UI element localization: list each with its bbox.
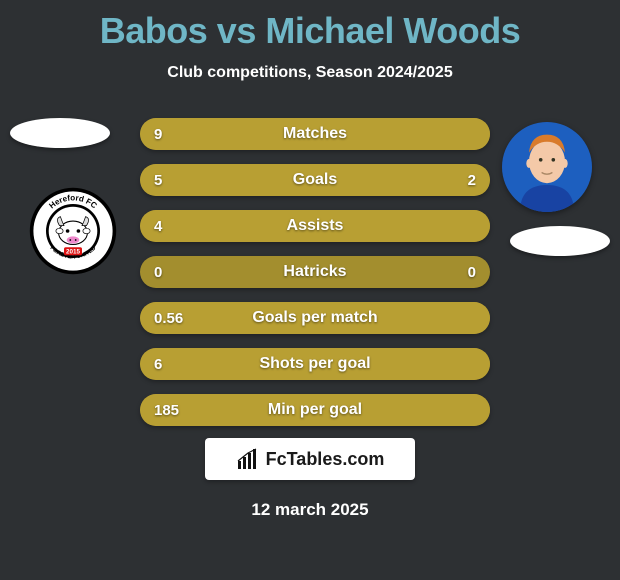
stat-value-right: 0 — [468, 256, 476, 288]
stat-row: Shots per goal6 — [140, 348, 490, 380]
date-text: 12 march 2025 — [0, 500, 620, 520]
badge-est: 2015 — [66, 249, 81, 256]
stat-value-left: 9 — [154, 118, 162, 150]
stat-value-left: 185 — [154, 394, 179, 426]
brand-badge[interactable]: FcTables.com — [205, 438, 415, 480]
stat-label: Goals — [140, 164, 490, 196]
stat-row: Goals5 2 — [140, 164, 490, 196]
stat-value-right: 2 — [468, 164, 476, 196]
brand-text: FcTables.com — [266, 449, 385, 470]
flag-oval-right — [510, 226, 610, 256]
page-title: Babos vs Michael Woods — [0, 0, 620, 52]
stat-label: Shots per goal — [140, 348, 490, 380]
stat-row: Assists4 — [140, 210, 490, 242]
stat-row: Matches9 — [140, 118, 490, 150]
chart-icon — [236, 447, 260, 471]
stat-label: Matches — [140, 118, 490, 150]
stat-value-left: 4 — [154, 210, 162, 242]
flag-oval-left — [10, 118, 110, 148]
club-badge-left: Hereford FC FOREVER UNITED 2015 — [28, 186, 118, 276]
player-photo-right — [502, 122, 592, 212]
stat-value-left: 6 — [154, 348, 162, 380]
stat-row: Hatricks0 0 — [140, 256, 490, 288]
stat-value-left: 5 — [154, 164, 162, 196]
stat-label: Min per goal — [140, 394, 490, 426]
stat-row: Goals per match0.56 — [140, 302, 490, 334]
stat-label: Hatricks — [140, 256, 490, 288]
stat-label: Assists — [140, 210, 490, 242]
stat-value-left: 0 — [154, 256, 162, 288]
stat-bars: Matches9 Goals5 2 Assists4 Hatricks0 0 Goals p… — [140, 118, 490, 440]
stat-label: Goals per match — [140, 302, 490, 334]
stat-value-left: 0.56 — [154, 302, 183, 334]
subtitle: Club competitions, Season 2024/2025 — [0, 64, 620, 82]
stat-row: Min per goal185 — [140, 394, 490, 426]
